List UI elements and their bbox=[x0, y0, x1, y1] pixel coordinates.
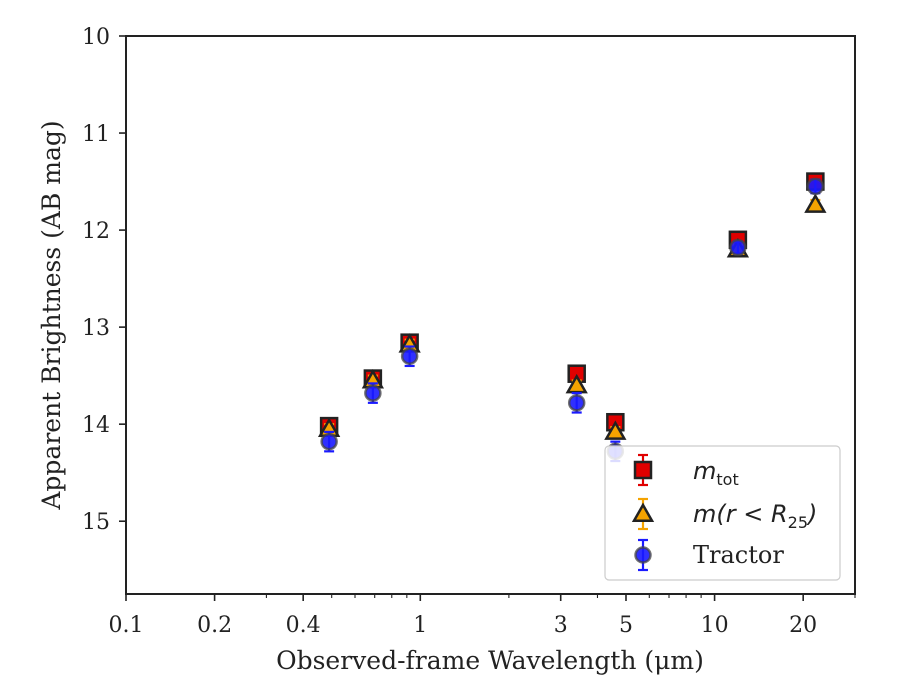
x-tick-label: 1 bbox=[413, 613, 427, 638]
data-point-mr25 bbox=[804, 193, 827, 213]
x-tick-label: 0.2 bbox=[197, 613, 232, 638]
y-tick-label: 15 bbox=[82, 510, 110, 535]
legend-marker-tractor bbox=[634, 546, 652, 564]
x-tick-label: 5 bbox=[619, 613, 633, 638]
data-point-tractor bbox=[364, 384, 382, 402]
x-tick-label: 0.1 bbox=[109, 613, 144, 638]
legend-label-mtot: mtot bbox=[693, 457, 739, 489]
legend-label-mr25: m(r < R25) bbox=[693, 500, 817, 532]
x-tick-label: 0.4 bbox=[286, 613, 321, 638]
x-tick-label: 20 bbox=[789, 613, 817, 638]
y-tick-label: 14 bbox=[82, 413, 110, 438]
x-tick-label: 10 bbox=[701, 613, 729, 638]
data-point-mr25 bbox=[604, 420, 627, 440]
legend-markers bbox=[631, 453, 655, 572]
y-tick-label: 10 bbox=[82, 25, 110, 50]
legend-marker-mr25 bbox=[631, 502, 655, 522]
legend-box bbox=[604, 445, 841, 581]
plot-frame bbox=[125, 35, 856, 595]
data-point-tractor bbox=[806, 177, 825, 196]
x-tick-label: 3 bbox=[554, 613, 568, 638]
x-axis-title: Observed-frame Wavelength (μm) bbox=[276, 646, 704, 675]
data-point-tractor bbox=[320, 432, 338, 451]
series-mtot bbox=[319, 172, 825, 436]
data-point-tractor bbox=[567, 394, 586, 412]
legend-marker-mtot bbox=[633, 460, 653, 480]
y-tick-label: 12 bbox=[82, 219, 110, 244]
y-tick-label: 13 bbox=[82, 316, 110, 341]
y-axis-title: Apparent Brightness (AB mag) bbox=[37, 120, 66, 510]
plot-area bbox=[317, 172, 827, 463]
legend: mtot m(r < R25) Tractor bbox=[604, 445, 841, 581]
legend-label-tractor: Tractor bbox=[693, 541, 784, 569]
data-point-tractor bbox=[729, 238, 747, 257]
y-tick-label: 11 bbox=[82, 122, 110, 147]
series-tractor bbox=[320, 177, 825, 463]
data-point-tractor bbox=[400, 347, 419, 365]
